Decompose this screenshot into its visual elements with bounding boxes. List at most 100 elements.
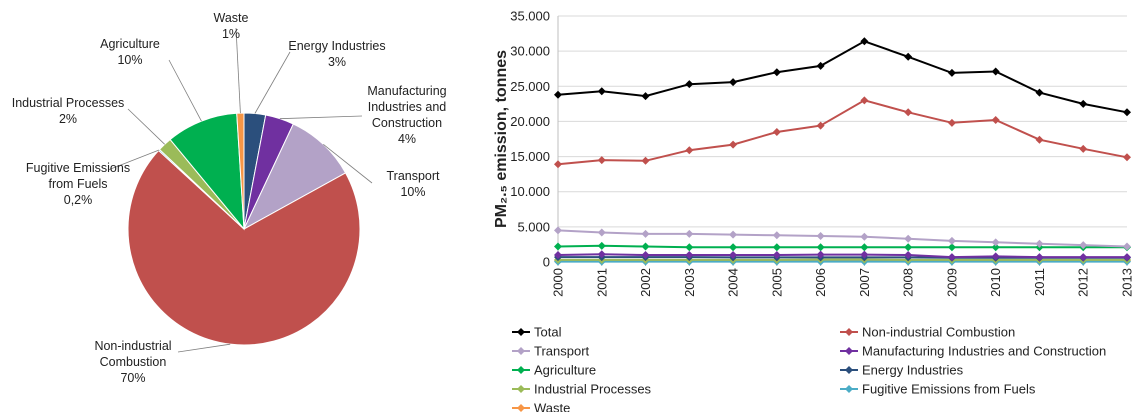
- pie-pct-label: 70%: [120, 371, 145, 385]
- pie-slice-transport: [242, 123, 347, 231]
- y-axis: 0 5.000 10.000 15.000 20.000 25.000 30.000 35.0…: [510, 9, 550, 270]
- y-tick-label: 35.000: [510, 9, 550, 24]
- data-point-manufacturing-industries-and-construction: [816, 250, 825, 259]
- data-point-total: [729, 78, 738, 87]
- legend-label: Transport: [534, 344, 590, 359]
- pie-pct-label: 10%: [400, 185, 425, 199]
- pie-pct-label: 10%: [117, 53, 142, 67]
- data-point-manufacturing-industries-and-construction: [641, 250, 650, 259]
- data-point-total: [1123, 108, 1131, 117]
- legend-item-transport: Transport: [512, 344, 590, 359]
- data-point-agriculture: [904, 243, 913, 252]
- legend-marker: [517, 404, 525, 412]
- legend-item-industrial-processes: Industrial Processes: [512, 382, 652, 397]
- legend-item-non-industrial-combustion: Non-industrial Combustion: [840, 325, 1015, 340]
- legend-item-agriculture: Agriculture: [512, 363, 596, 378]
- legend-marker: [517, 328, 525, 336]
- data-point-manufacturing-industries-and-construction: [1035, 253, 1044, 262]
- data-point-total: [860, 37, 869, 46]
- data-point-non-industrial-combustion: [554, 160, 562, 169]
- data-point-transport: [729, 230, 738, 239]
- data-point-transport: [904, 234, 913, 243]
- data-point-total: [816, 61, 825, 70]
- legend-label: Industrial Processes: [534, 382, 652, 397]
- legend-marker: [845, 347, 853, 355]
- x-tick-label: 2002: [638, 268, 653, 297]
- data-point-total: [1035, 88, 1044, 97]
- data-point-agriculture: [816, 243, 825, 252]
- y-tick-label: 10.000: [510, 184, 550, 199]
- series-group: [554, 37, 1131, 266]
- x-tick-label: 2000: [551, 268, 566, 297]
- data-point-transport: [685, 229, 694, 238]
- data-point-manufacturing-industries-and-construction: [685, 250, 694, 259]
- pie-label-line: Agriculture: [100, 37, 160, 51]
- data-point-transport: [554, 226, 562, 235]
- series-non-industrial-combustion: [554, 96, 1131, 169]
- data-point-non-industrial-combustion: [1079, 144, 1088, 153]
- data-point-agriculture: [685, 243, 694, 252]
- pie-label-line: Transport: [386, 169, 440, 183]
- x-tick-label: 2006: [813, 268, 828, 297]
- data-point-non-industrial-combustion: [641, 156, 650, 165]
- pie-label-manufacturing-industries-and-construction: Manufacturing Industries and Construction 4…: [367, 84, 446, 146]
- data-point-agriculture: [947, 243, 956, 252]
- data-point-non-industrial-combustion: [991, 116, 1000, 125]
- data-point-total: [772, 68, 781, 77]
- x-tick-label: 2005: [769, 268, 784, 297]
- pie-pct-label: 1%: [222, 27, 240, 41]
- data-point-transport: [816, 231, 825, 240]
- data-point-non-industrial-combustion: [1035, 135, 1044, 144]
- pie-leader-line-transport: [323, 143, 373, 184]
- data-point-transport: [947, 236, 956, 245]
- legend-label: Energy Industries: [862, 363, 964, 378]
- pie-label-line: Manufacturing: [367, 84, 446, 98]
- pie-slice-agriculture: [169, 112, 245, 231]
- pie-label-line: Industrial Processes: [12, 96, 125, 110]
- x-tick-label: 2003: [682, 268, 697, 297]
- pie-pct-label: 4%: [398, 132, 416, 146]
- series-manufacturing-industries-and-construction: [554, 250, 1131, 262]
- data-point-transport: [1123, 242, 1131, 251]
- pie-label-non-industrial-combustion: Non-industrial Combustion 70%: [94, 339, 171, 385]
- pie-pct-label: 2%: [59, 112, 77, 126]
- pie-chart: Energy Industries 3% Manufacturing Industri…: [12, 11, 447, 385]
- data-point-transport: [597, 228, 606, 237]
- data-point-non-industrial-combustion: [860, 96, 869, 105]
- legend-marker: [517, 347, 525, 355]
- line-chart: 0 5.000 10.000 15.000 20.000 25.000 30.000 35.0…: [493, 9, 1135, 297]
- data-point-agriculture: [991, 243, 1000, 252]
- pie-label-line: Industries and: [368, 100, 447, 114]
- data-point-manufacturing-industries-and-construction: [904, 250, 913, 259]
- y-tick-label: 0: [543, 255, 550, 270]
- data-point-manufacturing-industries-and-construction: [554, 250, 562, 259]
- legend-item-energy-industries: Energy Industries: [840, 363, 964, 378]
- pie-label-energy-industries: Energy Industries 3%: [288, 39, 385, 69]
- data-point-agriculture: [729, 243, 738, 252]
- data-point-agriculture: [860, 243, 869, 252]
- pie-label-line: Waste: [214, 11, 249, 25]
- pie-leader-line-waste: [235, 27, 241, 114]
- x-tick-label: 2007: [857, 268, 872, 297]
- data-point-non-industrial-combustion: [904, 108, 913, 117]
- legend-item-manufacturing-industries-and-construction: Manufacturing Industries and Constructio…: [840, 344, 1106, 359]
- x-tick-label: 2001: [594, 268, 609, 297]
- legend-item-total: Total: [512, 325, 562, 340]
- pie-slice-non-industrial-combustion: [127, 149, 361, 346]
- data-point-non-industrial-combustion: [729, 140, 738, 149]
- pie-label-agriculture: Agriculture 10%: [100, 37, 160, 67]
- pie-label-transport: Transport 10%: [386, 169, 440, 199]
- pie-label-industrial-processes: Industrial Processes 2%: [12, 96, 125, 126]
- y-tick-label: 20.000: [510, 114, 550, 129]
- data-point-manufacturing-industries-and-construction: [597, 250, 606, 259]
- data-point-transport: [860, 232, 869, 241]
- data-point-transport: [772, 231, 781, 240]
- data-point-transport: [1035, 239, 1044, 248]
- data-point-non-industrial-combustion: [947, 118, 956, 127]
- x-tick-label: 2011: [1032, 268, 1047, 296]
- pie-leader-line-non-industrial-combustion: [177, 343, 231, 353]
- legend-label: Fugitive Emissions from Fuels: [862, 382, 1036, 397]
- data-point-total: [904, 52, 913, 61]
- data-point-manufacturing-industries-and-construction: [1079, 253, 1088, 262]
